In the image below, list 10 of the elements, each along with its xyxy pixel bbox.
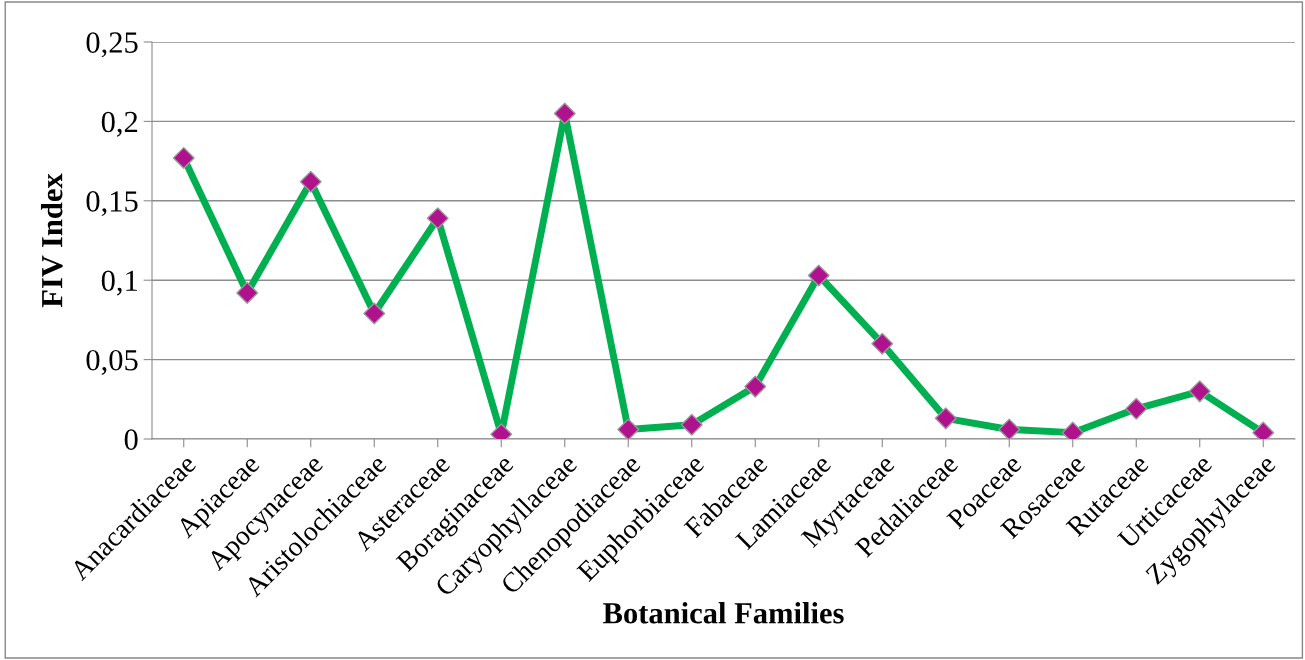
y-tick-label: 0	[124, 429, 138, 450]
y-tick-label: 0,1	[101, 270, 137, 296]
y-tick-label: 0,05	[86, 349, 138, 375]
y-tick-label: 0,25	[86, 32, 138, 58]
point	[998, 418, 1021, 439]
y-tick-label: 0,2	[101, 111, 138, 137]
x-axis-title: Botanical Families	[603, 602, 844, 624]
y-axis-title: FIV Index	[40, 173, 63, 308]
y-tick-label: 0,15	[86, 191, 138, 217]
point	[617, 418, 640, 439]
